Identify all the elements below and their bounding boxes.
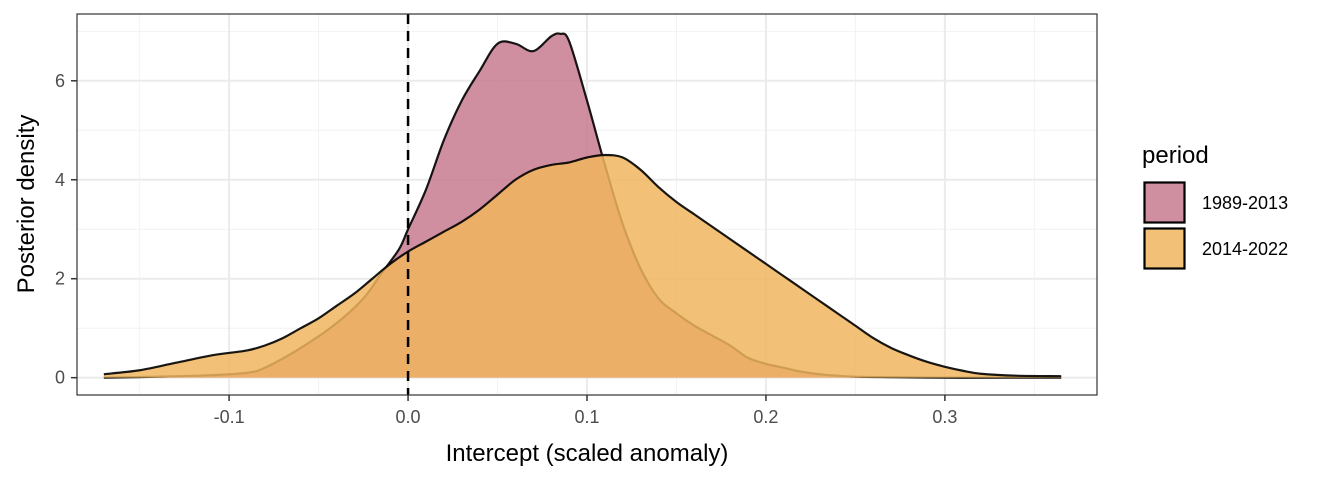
x-axis-ticks: -0.1 0.0 0.1 0.2 0.3 <box>214 395 957 427</box>
y-axis-title: Posterior density <box>13 115 40 294</box>
density-outline-2014-2022 <box>103 153 1062 378</box>
legend-label: 2014-2022 <box>1202 239 1288 259</box>
x-axis-title: Intercept (scaled anomaly) <box>446 440 729 467</box>
x-tick-label: -0.1 <box>214 407 245 427</box>
y-tick-label: 6 <box>55 71 65 91</box>
major-gridlines <box>77 14 1097 395</box>
x-tick-label: 0.2 <box>753 407 778 427</box>
density-areas <box>103 32 1062 379</box>
y-tick-label: 4 <box>55 170 65 190</box>
legend-swatch-2014-2022 <box>1143 227 1186 270</box>
x-tick-label: 0.3 <box>932 407 957 427</box>
x-tick-label: 0.1 <box>574 407 599 427</box>
y-tick-label: 0 <box>55 368 65 388</box>
y-tick-label: 2 <box>55 269 65 289</box>
legend-label: 1989-2013 <box>1202 193 1288 213</box>
y-axis-ticks: 0 2 4 6 <box>55 71 77 388</box>
density-area-2014-2022 <box>103 155 1062 378</box>
legend: period 1989-2013 2014-2022 <box>1142 142 1288 270</box>
x-tick-label: 0.0 <box>396 407 421 427</box>
legend-swatch-1989-2013 <box>1143 181 1186 224</box>
legend-title: period <box>1142 142 1209 169</box>
